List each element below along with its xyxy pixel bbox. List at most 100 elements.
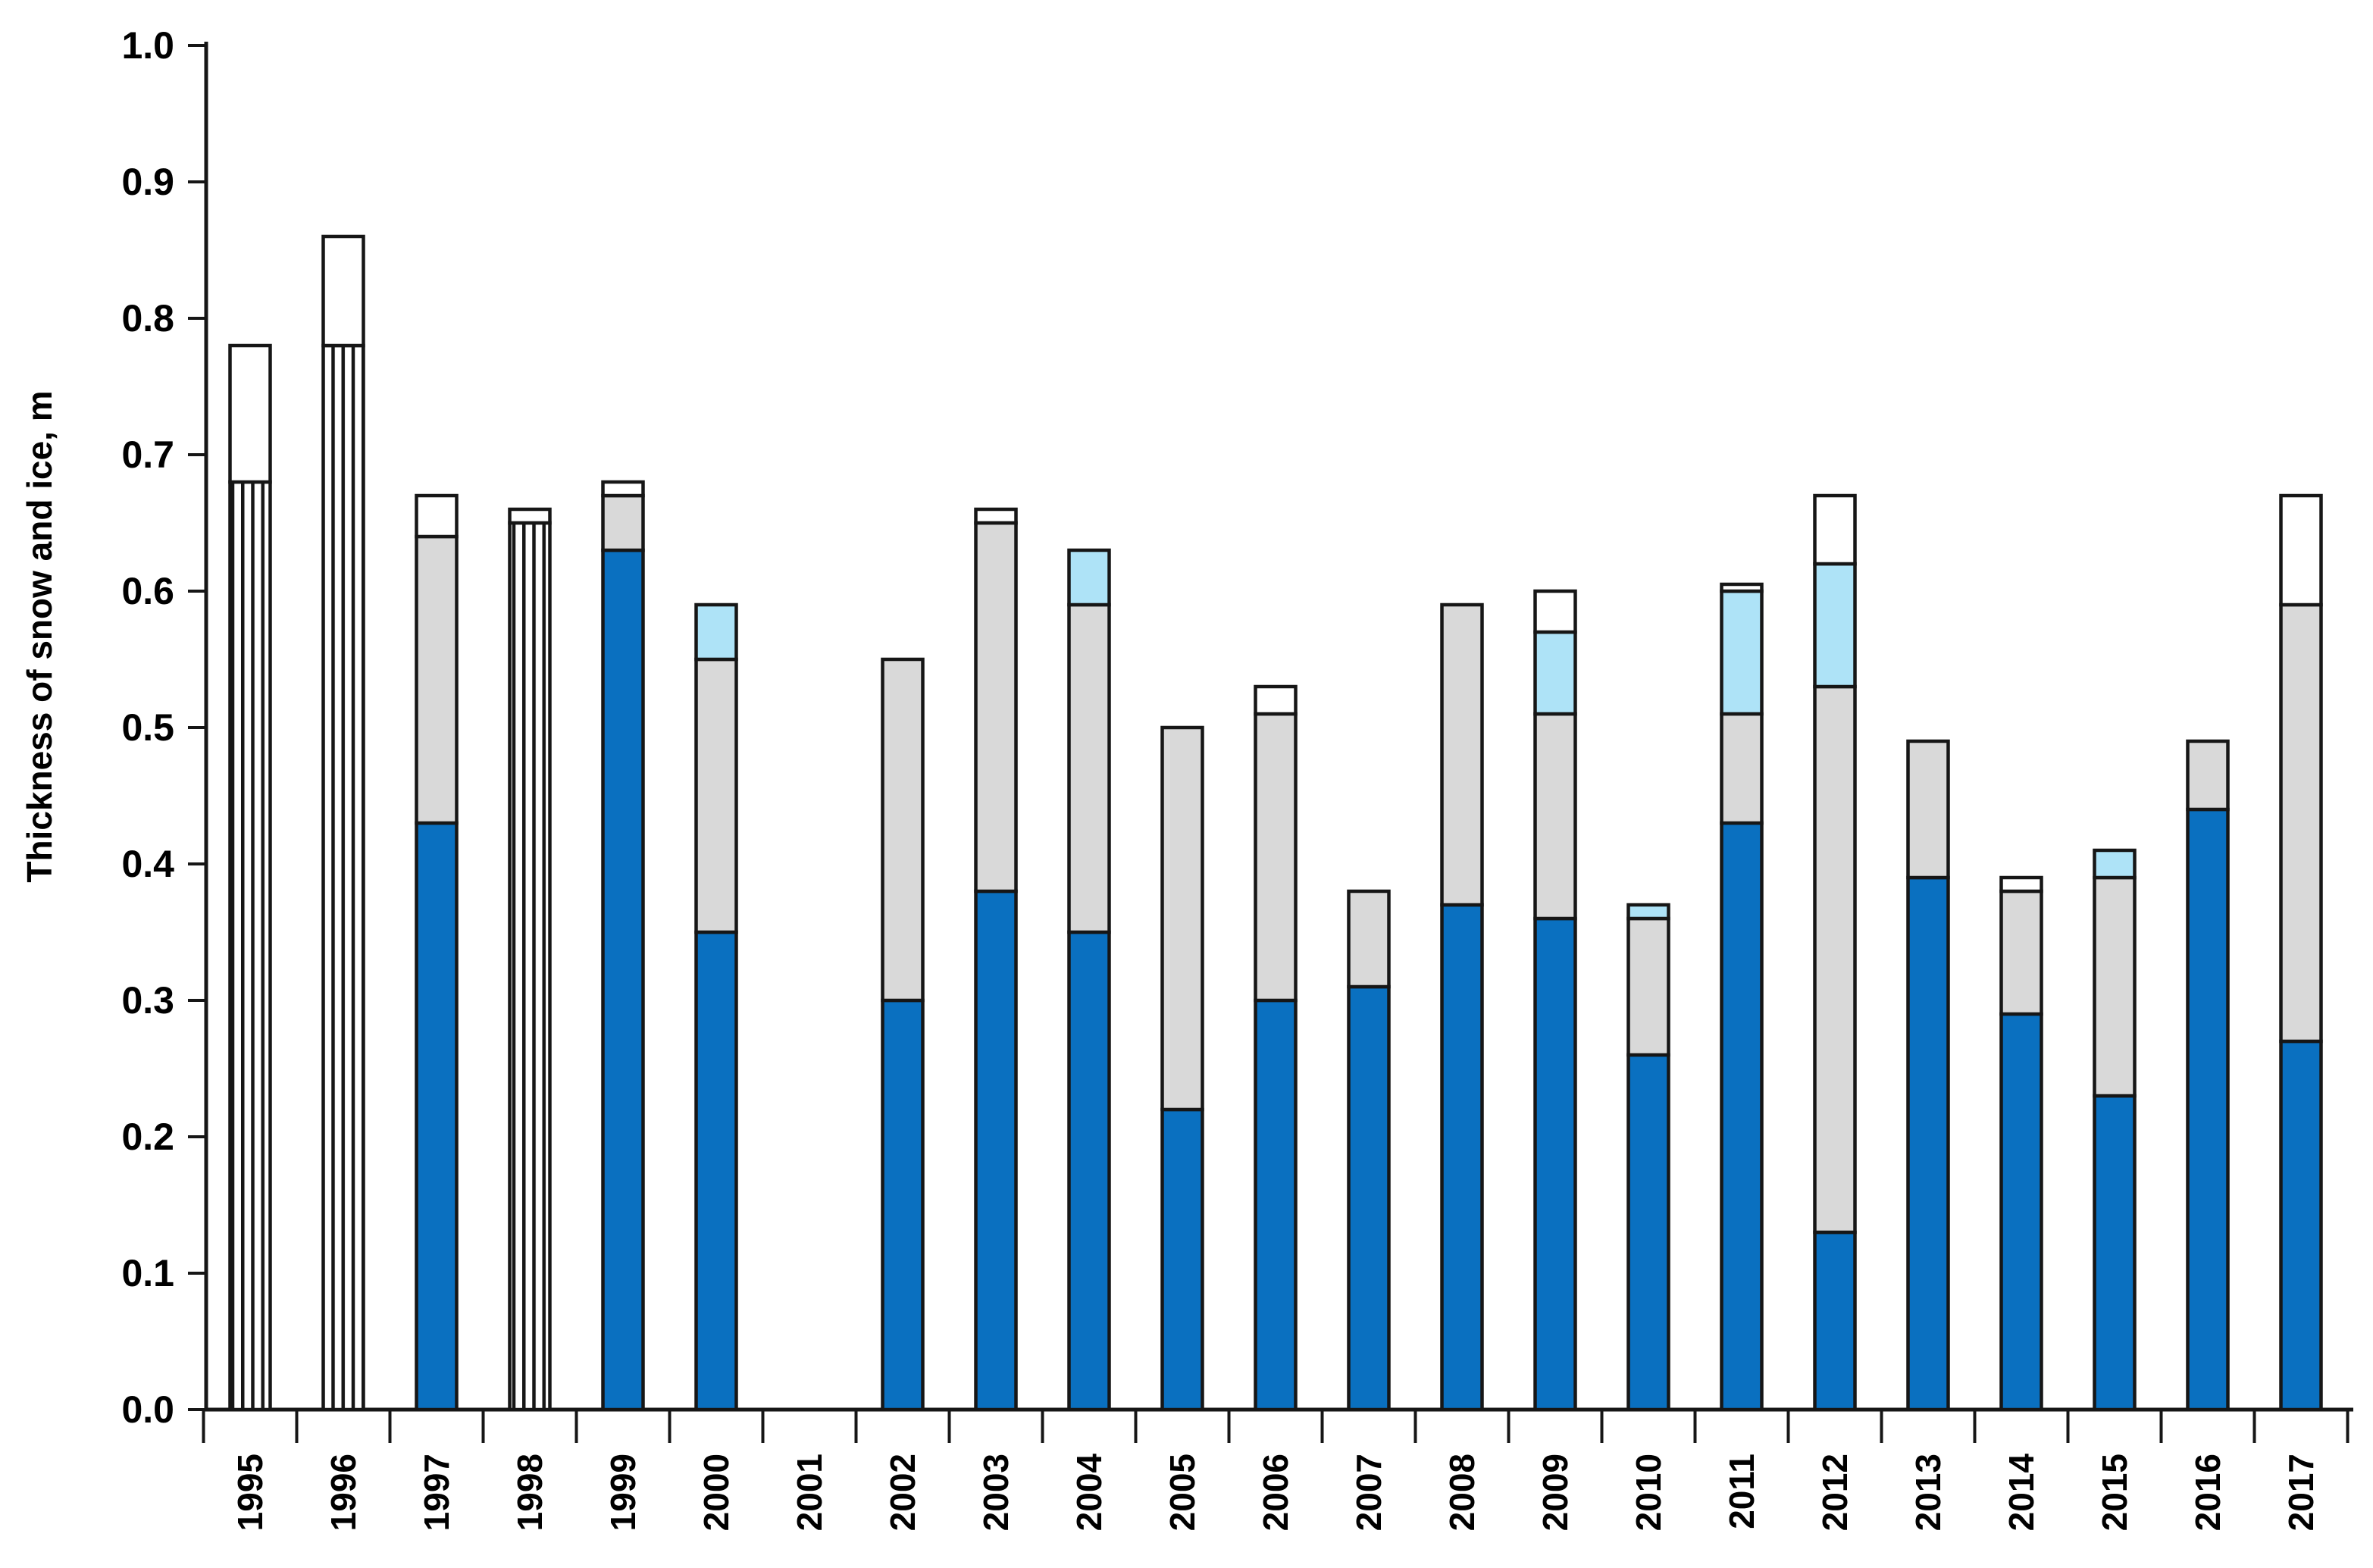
x-tick-label-2012: 2012 <box>1815 1454 1855 1531</box>
x-tick-label-2004: 2004 <box>1069 1454 1109 1532</box>
x-tick-label-2015: 2015 <box>2095 1454 2134 1531</box>
bar-segment-2000-blue <box>694 930 738 1412</box>
bar-segment-2007-gray <box>1347 889 1391 989</box>
bar-segment-2012-blue <box>1813 1230 1857 1412</box>
bar-segment-1999-blue <box>601 548 645 1412</box>
x-tick-label-2011: 2011 <box>1722 1454 1761 1529</box>
bar-segment-2000-gray <box>694 657 738 934</box>
bar-segment-2009-gray <box>1533 712 1577 921</box>
x-tick-label-1999: 1999 <box>603 1454 643 1531</box>
y-tick-label: 0.0 <box>121 1388 174 1431</box>
bar-segment-2016-gray <box>2186 739 2230 812</box>
y-axis-title: Thickness of snow and ice, m <box>20 390 59 882</box>
bar-segment-1995-white <box>228 343 272 484</box>
bar-segment-2011-blue <box>1720 821 1764 1412</box>
bar-segment-2003-gray <box>974 521 1018 894</box>
y-tick-label: 0.9 <box>121 161 174 203</box>
x-tick-label-2007: 2007 <box>1349 1454 1388 1531</box>
y-tick-label: 0.4 <box>121 843 174 885</box>
bar-segment-1996-hatched <box>321 343 365 1412</box>
bar-segment-2002-blue <box>881 998 925 1412</box>
bar-segment-1996-white <box>321 234 365 348</box>
bar-segment-1998-hatched <box>508 521 552 1412</box>
bars <box>228 234 2323 1412</box>
x-tick-label-2003: 2003 <box>976 1454 1016 1531</box>
bar-segment-2004-light_blue <box>1067 548 1111 607</box>
x-tick-label-2014: 2014 <box>2002 1454 2041 1532</box>
bar-segment-2002-gray <box>881 657 925 1003</box>
bar-segment-2014-gray <box>1999 889 2043 1016</box>
y-tick-label: 0.2 <box>121 1116 174 1158</box>
bar-segment-2005-blue <box>1160 1107 1204 1412</box>
bar-segment-2017-white <box>2279 493 2323 607</box>
bar-segment-2015-gray <box>2093 875 2137 1098</box>
bar-segment-2011-light_blue <box>1720 589 1764 716</box>
bar-segment-2010-gray <box>1626 916 1670 1057</box>
y-tick-label: 1.0 <box>121 24 174 67</box>
x-tick-label-1995: 1995 <box>230 1454 270 1531</box>
bar-segment-2000-light_blue <box>694 602 738 662</box>
x-tick-label-2017: 2017 <box>2281 1454 2321 1531</box>
bar-segment-1999-gray <box>601 493 645 552</box>
bar-segment-2011-gray <box>1720 712 1764 825</box>
bar-segment-2008-blue <box>1440 903 1484 1412</box>
bar-segment-1998-white <box>508 507 552 525</box>
x-tick-label-2016: 2016 <box>2188 1454 2227 1531</box>
x-tick-label-2008: 2008 <box>1442 1454 1482 1531</box>
y-tick-label: 0.3 <box>121 979 174 1022</box>
y-tick-label: 0.8 <box>121 297 174 340</box>
bar-segment-2006-blue <box>1254 998 1298 1412</box>
bar-segment-2014-blue <box>1999 1012 2043 1412</box>
y-tick-label: 0.5 <box>121 706 174 749</box>
bar-segment-2010-light_blue <box>1626 903 1670 921</box>
y-tick-label: 0.7 <box>121 433 174 476</box>
x-tick-label-2000: 2000 <box>697 1454 736 1531</box>
bar-segment-1995-hatched <box>228 480 272 1412</box>
x-tick-label-2006: 2006 <box>1256 1454 1295 1531</box>
bar-segment-2015-blue <box>2093 1094 2137 1412</box>
x-tick-label-1998: 1998 <box>510 1454 549 1531</box>
bar-segment-2012-white <box>1813 493 1857 566</box>
bar-segment-2008-gray <box>1440 602 1484 907</box>
bar-segment-2014-white <box>1999 875 2043 894</box>
x-tick-label-2009: 2009 <box>1536 1454 1575 1531</box>
y-tick-label: 0.1 <box>121 1252 174 1294</box>
bar-segment-1997-white <box>415 493 459 539</box>
x-tick-label-2001: 2001 <box>790 1454 829 1531</box>
bar-segment-2004-blue <box>1067 930 1111 1412</box>
bar-segment-2003-blue <box>974 889 1018 1412</box>
bar-segment-1997-blue <box>415 821 459 1412</box>
labels: 1.0 0.9 0.8 0.7 0.6 0.5 0.4 0.3 0.2 0.1 0.0 1995 199… <box>20 24 2321 1531</box>
x-tick-label-1996: 1996 <box>324 1454 363 1531</box>
bar-segment-2011-white <box>1720 582 1764 593</box>
bar-segment-2013-blue <box>1906 875 1950 1412</box>
y-tick-label: 0.6 <box>121 570 174 612</box>
x-tick-label-2005: 2005 <box>1163 1454 1202 1531</box>
bar-segment-2006-gray <box>1254 712 1298 1003</box>
x-tick-label-2002: 2002 <box>883 1454 922 1531</box>
x-tick-label-2013: 2013 <box>1908 1454 1948 1531</box>
bar-segment-2003-white <box>974 507 1018 525</box>
axes <box>188 42 2353 1443</box>
bar-segment-1997-gray <box>415 534 459 825</box>
bar-segment-2017-blue <box>2279 1039 2323 1412</box>
bar-segment-2015-light_blue <box>2093 848 2137 880</box>
bar-segment-2017-gray <box>2279 602 2323 1044</box>
bar-segment-2006-white <box>1254 684 1298 716</box>
bar-segment-2009-white <box>1533 589 1577 634</box>
bar-segment-2005-gray <box>1160 725 1204 1112</box>
x-tick-label-2010: 2010 <box>1629 1454 1668 1531</box>
bar-segment-2010-blue <box>1626 1053 1670 1412</box>
bar-segment-2012-gray <box>1813 684 1857 1235</box>
bar-segment-2009-light_blue <box>1533 630 1577 716</box>
x-tick-label-1997: 1997 <box>417 1454 456 1531</box>
bar-segment-2012-light_blue <box>1813 562 1857 689</box>
bar-segment-2009-blue <box>1533 916 1577 1412</box>
bar-segment-2016-blue <box>2186 807 2230 1412</box>
bar-segment-2007-blue <box>1347 984 1391 1412</box>
bar-segment-1999-white <box>601 480 645 498</box>
bar-segment-2013-gray <box>1906 739 1950 880</box>
bar-segment-2004-gray <box>1067 602 1111 934</box>
